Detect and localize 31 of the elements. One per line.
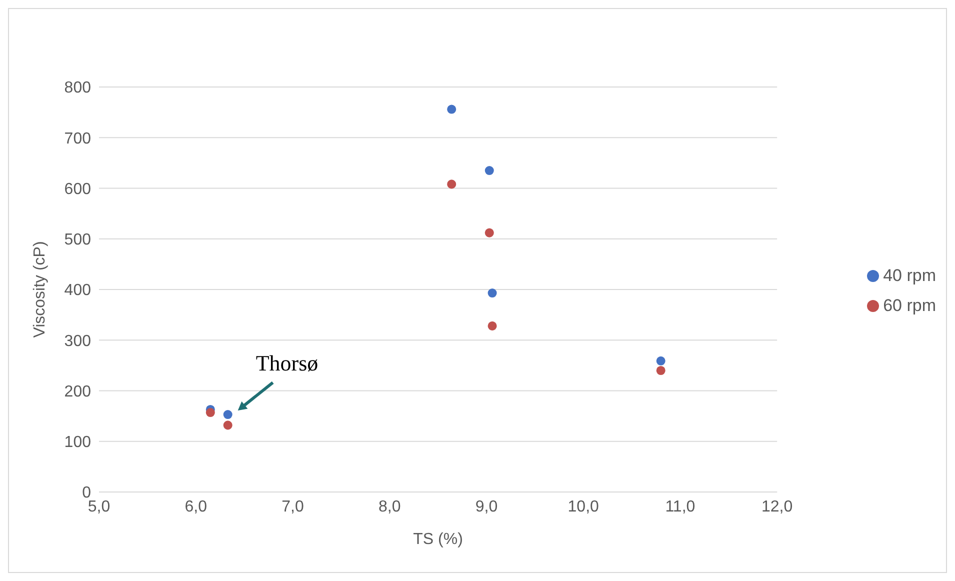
x-tick-label: 11,0 [665,498,696,516]
point [206,408,215,418]
point [223,420,232,430]
y-tick-label: 300 [64,332,92,350]
y-tick-label: 400 [64,282,92,300]
y-axis-title: Viscosity (cP) [32,241,49,338]
legend-label: 40 rpm [883,266,936,284]
point [447,180,456,189]
y-tick-label: 500 [64,232,92,249]
point [656,356,666,366]
y-tick-label: 800 [64,80,92,97]
point [484,228,494,238]
x-tick-label: 10,0 [568,498,600,516]
y-tick-label: 700 [64,130,92,148]
point [488,288,497,298]
y-tick-label: 100 [64,434,92,452]
y-tick-label: 600 [64,180,92,198]
annotation: Thorsø [256,350,318,376]
point [223,410,232,420]
x-tick-label: 9,0 [475,498,498,516]
x-tick-label: 6,0 [184,498,208,516]
point [484,166,494,176]
legend-label: 60 rpm [883,296,936,314]
x-axis-title: TS (%) [413,531,463,548]
point [656,366,666,376]
y-tick-label: 200 [64,383,92,400]
point [488,321,497,330]
x-tick-label: 7,0 [282,498,304,516]
point [447,104,456,114]
x-tick-label: 12,0 [762,498,793,516]
x-tick-label: 8,0 [378,498,401,516]
